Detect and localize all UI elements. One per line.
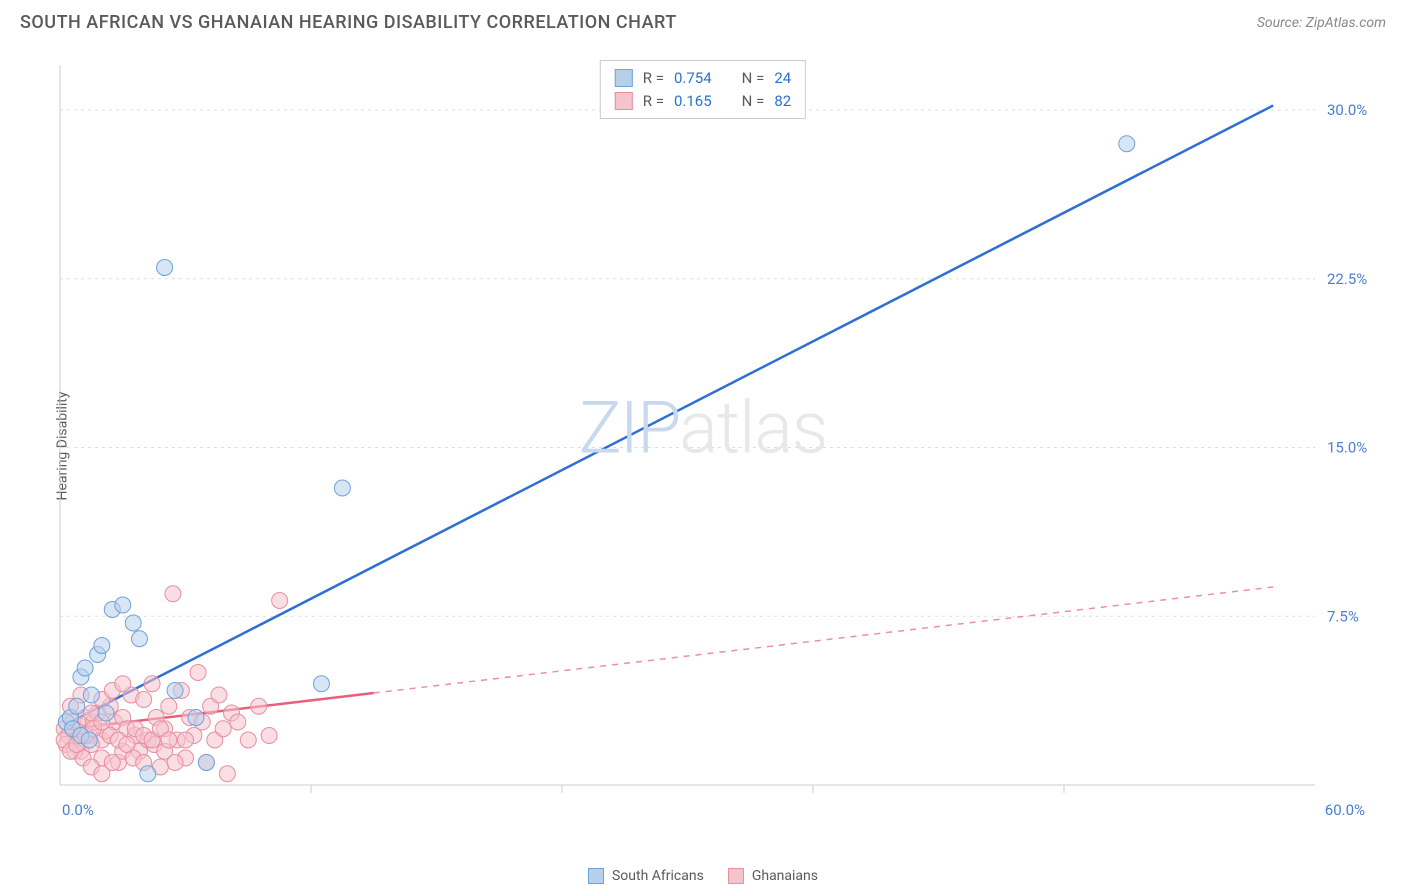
legend-swatch-series2-icon [728,868,744,884]
chart-svg: 7.5% 15.0% 22.5% 30.0% 0.0% 60.0% [50,55,1385,835]
chart-plot-area: 7.5% 15.0% 22.5% 30.0% 0.0% 60.0% [50,55,1385,835]
chart-title: SOUTH AFRICAN VS GHANAIAN HEARING DISABI… [20,12,677,33]
n-value-series2: 82 [774,90,791,113]
legend-stats-row-2: R = 0.165 N = 82 [615,90,791,113]
svg-text:22.5%: 22.5% [1327,270,1367,288]
legend-item-series2: Ghanaians [728,868,818,884]
legend-label-series1: South Africans [612,868,704,884]
legend-series: South Africans Ghanaians [588,868,818,884]
svg-text:7.5%: 7.5% [1327,607,1359,625]
legend-item-series1: South Africans [588,868,704,884]
svg-text:60.0%: 60.0% [1325,801,1365,819]
legend-stats-box: R = 0.754 N = 24 R = 0.165 N = 82 [600,60,806,119]
r-value-series1: 0.754 [674,67,712,90]
chart-header: SOUTH AFRICAN VS GHANAIAN HEARING DISABI… [0,0,1406,41]
r-value-series2: 0.165 [674,90,712,113]
legend-stats-row-1: R = 0.754 N = 24 [615,67,791,90]
svg-text:15.0%: 15.0% [1327,439,1367,457]
r-label: R = [643,67,664,90]
n-value-series1: 24 [774,67,791,90]
n-label: N = [742,90,765,113]
r-label: R = [643,90,664,113]
legend-swatch-series2-icon [615,92,633,110]
legend-swatch-series1-icon [615,69,633,87]
legend-swatch-series1-icon [588,868,604,884]
source-attribution: Source: ZipAtlas.com [1257,15,1386,31]
legend-label-series2: Ghanaians [752,868,818,884]
svg-text:30.0%: 30.0% [1327,101,1367,119]
n-label: N = [742,67,765,90]
svg-text:0.0%: 0.0% [62,801,94,819]
